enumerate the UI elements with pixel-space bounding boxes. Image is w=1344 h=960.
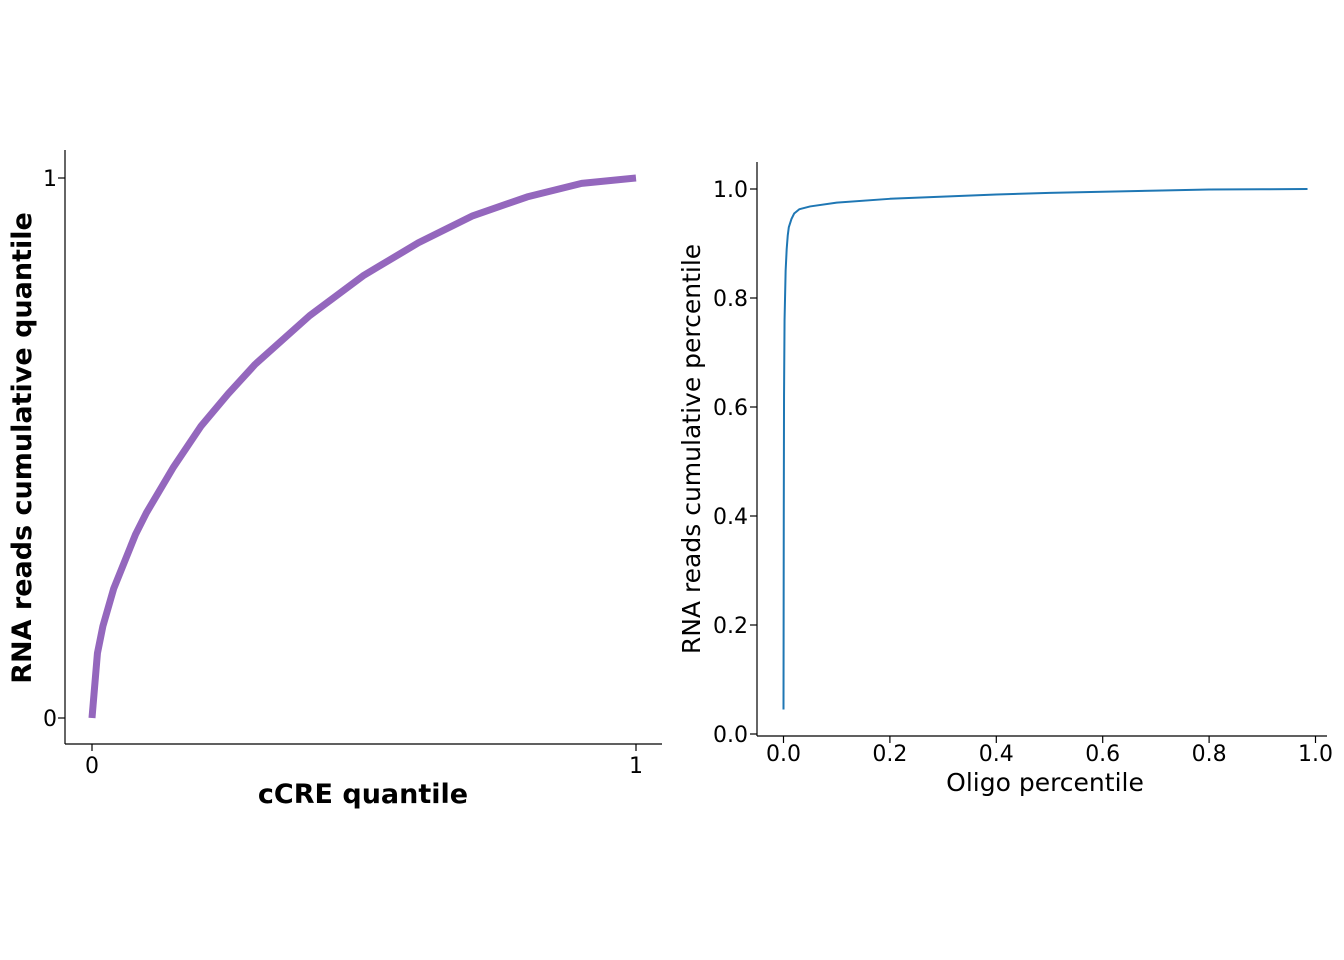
right-chart-y-tick-label: 0.6 xyxy=(713,396,748,421)
left-chart-x-tick-label: 0 xyxy=(85,754,99,779)
right-chart-x-tick-label: 0.8 xyxy=(1192,742,1227,767)
left-chart-ticks: 0 1 0 1 xyxy=(43,167,643,779)
right-chart-y-tick-label: 0.8 xyxy=(713,287,748,312)
left-chart-plot-area xyxy=(88,174,637,719)
right-chart-x-tick-label: 0.2 xyxy=(872,742,907,767)
right-chart-x-axis-label: Oligo percentile xyxy=(946,768,1144,797)
right-chart-y-tick-label: 0.2 xyxy=(713,614,748,639)
chart-right: 0.0 0.2 0.4 0.6 0.8 1.0 0.0 0.2 0.4 0.6 0.8 1.0 Oli… xyxy=(677,162,1333,797)
right-chart-y-tick-label: 1.0 xyxy=(713,178,748,203)
right-chart-x-tick-label: 0.4 xyxy=(979,742,1014,767)
right-chart-x-tick-label: 0.0 xyxy=(766,742,801,767)
left-chart-x-axis-label: cCRE quantile xyxy=(258,779,468,810)
chart-left: 0 1 0 1 cCRE quantile RNA reads cumulative … xyxy=(7,150,662,810)
right-chart-y-tick-label: 0.4 xyxy=(713,505,748,530)
right-chart-x-tick-label: 0.6 xyxy=(1085,742,1120,767)
right-chart-plot-area xyxy=(782,188,1308,710)
left-chart-series-line xyxy=(88,174,637,719)
right-chart-y-tick-label: 0.0 xyxy=(713,723,748,748)
left-chart-y-tick-label: 1 xyxy=(43,167,57,192)
right-chart-ticks: 0.0 0.2 0.4 0.6 0.8 1.0 0.0 0.2 0.4 0.6 0.8 1.0 xyxy=(713,178,1333,767)
right-chart-series-line xyxy=(782,188,1308,710)
left-chart-y-tick-label: 0 xyxy=(43,707,57,732)
left-chart-x-tick-label: 1 xyxy=(629,754,643,779)
right-chart-y-axis-label: RNA reads cumulative percentile xyxy=(677,244,706,654)
right-chart-x-tick-label: 1.0 xyxy=(1298,742,1333,767)
left-chart-y-axis-label: RNA reads cumulative quantile xyxy=(7,212,38,684)
